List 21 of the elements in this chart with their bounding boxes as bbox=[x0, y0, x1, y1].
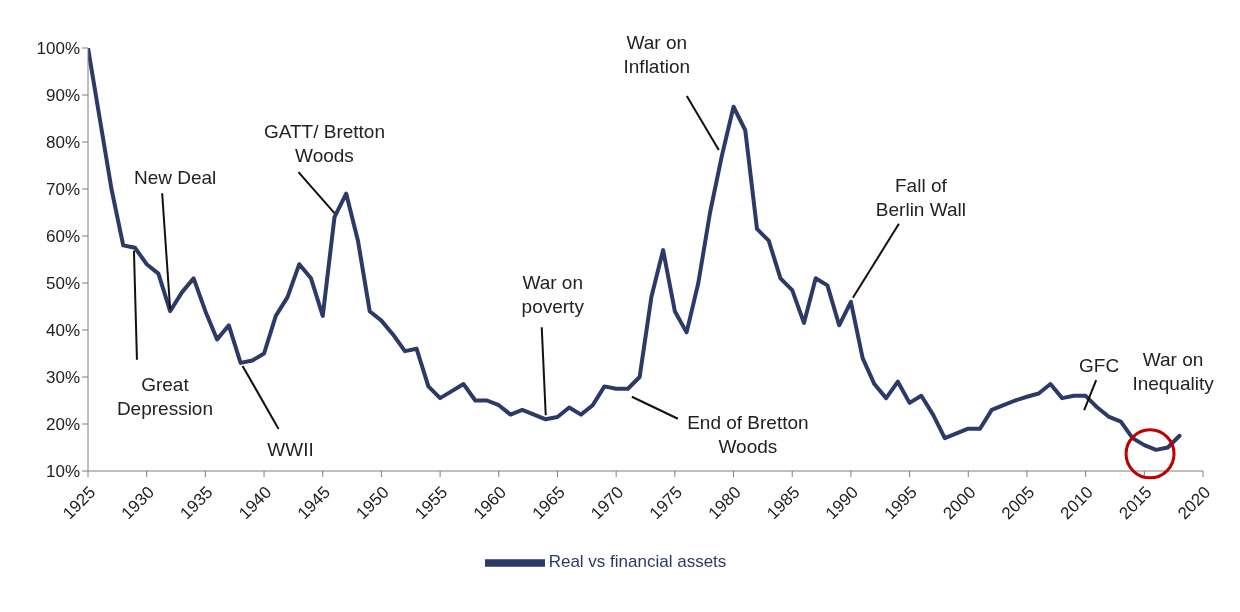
annotation: WWII bbox=[267, 438, 314, 460]
y-tick-label: 10% bbox=[45, 462, 80, 482]
y-tick-label: 100% bbox=[36, 39, 80, 59]
y-tick-label: 40% bbox=[45, 321, 80, 341]
y-tick-label: 90% bbox=[45, 86, 80, 106]
annotation: End of Bretton Woods bbox=[687, 411, 809, 457]
annotation: War on Inequality bbox=[1132, 348, 1215, 394]
y-tick-label: 70% bbox=[45, 180, 80, 200]
y-tick-label: 50% bbox=[45, 274, 80, 294]
y-tick-label: 30% bbox=[45, 368, 80, 388]
annotation: GATT/ Bretton Woods bbox=[263, 121, 386, 167]
annotation: Fall of Berlin Wall bbox=[875, 174, 966, 220]
annotation: War on Inflation bbox=[623, 32, 691, 78]
legend-label: Real vs financial assets bbox=[548, 552, 727, 572]
y-tick-label: 60% bbox=[45, 227, 80, 247]
annotation: GFC bbox=[1079, 355, 1120, 377]
y-tick-label: 80% bbox=[45, 133, 80, 153]
y-tick-label: 20% bbox=[45, 415, 80, 435]
annotation: Great Depression bbox=[116, 373, 213, 419]
annotation: New Deal bbox=[133, 167, 217, 189]
annotation: War on poverty bbox=[521, 272, 585, 318]
